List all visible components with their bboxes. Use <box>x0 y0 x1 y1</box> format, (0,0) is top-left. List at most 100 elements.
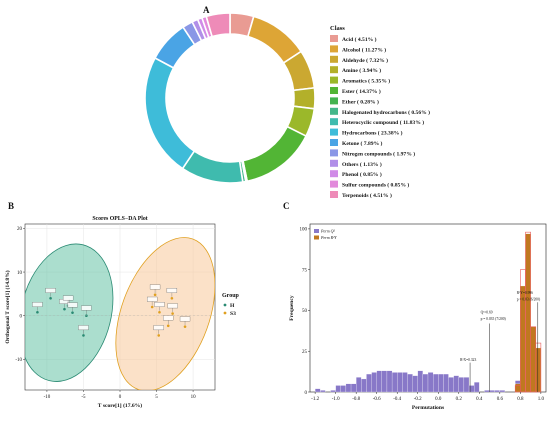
hist-bar <box>381 370 388 393</box>
legend-label: Acid ( 4.51% ) <box>342 36 377 43</box>
hist-bar <box>494 390 500 393</box>
hist-bar <box>427 372 434 393</box>
hist-bar <box>366 373 372 393</box>
hist-bar <box>386 370 393 393</box>
x-axis-label: Permutations <box>412 405 445 411</box>
data-point-S3 <box>153 293 157 297</box>
sample-label-box <box>167 303 178 309</box>
x-axis-label: T score[1] (17.6%) <box>98 402 143 409</box>
legend-swatch <box>330 87 338 94</box>
sample-label-box <box>67 302 78 308</box>
hist-bar <box>391 372 398 393</box>
x-tick-label: -5 <box>81 395 86 400</box>
hist-legend-swatch <box>314 229 319 233</box>
legend-swatch <box>330 35 338 42</box>
legend-swatch <box>330 180 338 188</box>
hist-bar <box>417 370 423 393</box>
y-tick-label: -10 <box>15 358 22 363</box>
hist-bar <box>320 390 326 393</box>
sample-label-box <box>45 288 56 293</box>
legend-swatch <box>330 118 338 126</box>
data-point-H <box>71 311 74 314</box>
hist-legend-swatch <box>314 235 319 240</box>
x-tick-label: -10 <box>44 395 51 400</box>
y-axis-label: Frequency <box>289 295 295 321</box>
data-point-H <box>49 296 52 300</box>
data-point-H <box>36 310 39 314</box>
hist-bar <box>345 383 352 393</box>
data-point-H <box>63 307 66 311</box>
sample-label-box <box>149 284 161 290</box>
panel-label-c: C <box>283 201 290 211</box>
hist-bar <box>453 375 459 393</box>
donut-slice <box>144 56 196 170</box>
hist-bar <box>448 377 454 393</box>
hist-bar <box>484 390 490 393</box>
x-tick-label: -1.2 <box>311 397 319 402</box>
scatter-legend-label: H <box>230 303 235 309</box>
hist-bar <box>463 377 470 393</box>
panel-label-b: B <box>8 201 14 211</box>
hist-bar <box>520 285 526 393</box>
data-point-S3 <box>157 334 161 337</box>
y-tick-label: 10 <box>17 271 23 276</box>
data-point-S3 <box>166 324 170 328</box>
y-tick-label: 25 <box>302 350 308 355</box>
legend-title: Class <box>330 25 345 32</box>
sample-label-box <box>62 295 74 301</box>
y-tick-label: 50 <box>302 309 308 314</box>
legend-label: Ether ( 0.28% ) <box>342 98 379 105</box>
scatter-legend-key <box>223 303 227 307</box>
legend-swatch <box>330 128 338 136</box>
legend-swatch <box>330 97 338 105</box>
hist-bar <box>376 370 382 393</box>
sample-label-box <box>32 302 43 307</box>
sample-label-box <box>166 288 178 293</box>
data-point-H <box>82 334 85 337</box>
hist-bar <box>515 383 521 393</box>
legend-swatch <box>330 149 338 157</box>
legend-label: Sulfur compounds ( 0.85% ) <box>342 182 409 189</box>
data-point-S3 <box>158 310 161 314</box>
scatter-legend-title: Group <box>222 293 240 299</box>
sample-label-box <box>179 316 191 322</box>
legend-label: Alcohol ( 11.27% ) <box>342 46 386 53</box>
sample-label-box <box>147 296 158 302</box>
data-point-S3 <box>170 296 174 300</box>
x-tick-label: 0 <box>119 395 122 400</box>
sample-label-box <box>78 325 89 331</box>
x-tick-label: -0.2 <box>414 397 422 402</box>
x-tick-label: -0.8 <box>352 397 360 402</box>
legend-swatch <box>330 76 338 84</box>
hist-bar <box>499 390 506 393</box>
legend-label: Aldehyde ( 7.32% ) <box>342 57 388 64</box>
donut-slice <box>205 12 231 38</box>
sample-label-box <box>81 305 92 311</box>
hist-bar <box>535 347 541 393</box>
scatter-legend-key <box>223 311 227 315</box>
confidence-ellipse-H <box>25 243 114 382</box>
donut-legend: Class Acid ( 4.51% ) Alcohol ( 11.27% ) Ald… <box>330 25 430 199</box>
x-tick-label: 0.6 <box>497 397 504 402</box>
legend-swatch <box>330 107 338 115</box>
sample-label-box <box>154 302 165 307</box>
legend-label: Halogenated hydrocarbons ( 0.56% ) <box>342 109 430 116</box>
legend-swatch <box>330 191 338 198</box>
legend-label: Nitrogen compounds ( 1.97% ) <box>342 150 415 157</box>
hist-overlay-bar <box>525 231 531 393</box>
legend-label: Amine ( 3.94% ) <box>342 67 381 74</box>
hist-bar <box>350 383 357 393</box>
scatter-legend-label: S3 <box>230 311 236 317</box>
donut-slice <box>242 125 308 183</box>
x-tick-label: -0.6 <box>373 397 381 402</box>
hist-bar <box>330 390 336 393</box>
legend-label: Phenol ( 0.85% ) <box>342 171 382 178</box>
scatter-plot: Scores OPLS−DA Plot -10 -5 0 5 10 -10 0 10 20 T sc… <box>4 216 240 409</box>
donut-chart <box>144 12 316 184</box>
hist-bar <box>422 373 429 393</box>
x-tick-label: 0.4 <box>476 397 483 402</box>
y-tick-label: 0 <box>20 315 23 320</box>
hist-bar <box>433 373 439 393</box>
sample-label-box <box>163 315 174 321</box>
